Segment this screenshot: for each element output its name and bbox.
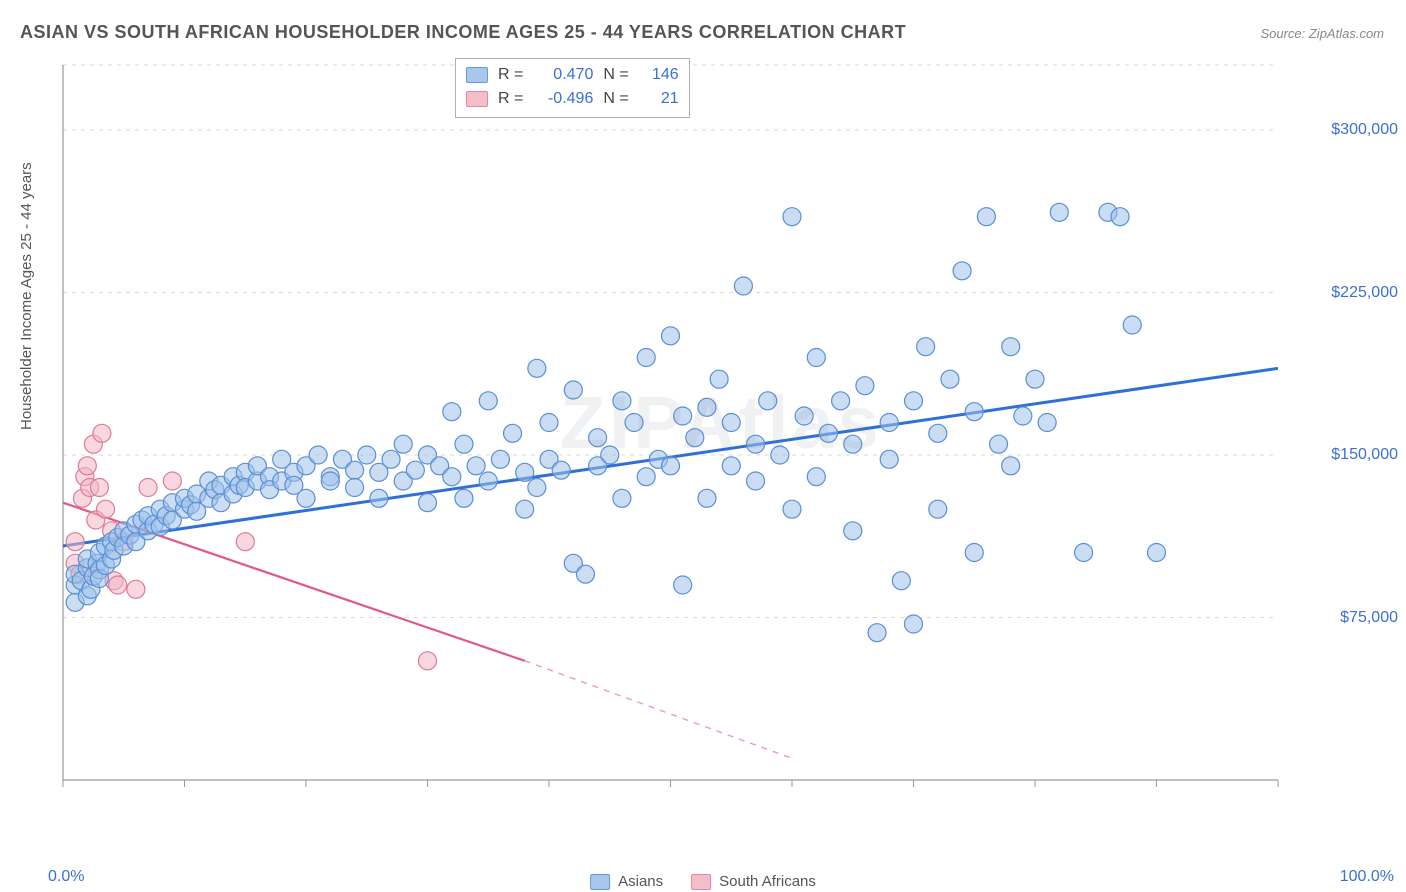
stats-row-sa: R = -0.496 N = 21 — [466, 87, 679, 111]
stats-r-asians: 0.470 — [533, 63, 593, 87]
stats-legend: R = 0.470 N = 146 R = -0.496 N = 21 — [455, 58, 690, 118]
y-tick-label: $300,000 — [1331, 121, 1398, 139]
y-tick-label: $75,000 — [1340, 609, 1398, 627]
y-tick-label: $225,000 — [1331, 284, 1398, 302]
stats-n-sa: 21 — [639, 87, 679, 111]
source-label: Source: ZipAtlas.com — [1260, 26, 1384, 41]
stats-n-label2: N = — [603, 87, 628, 111]
stats-swatch-asians — [466, 67, 488, 83]
legend-swatch-asians — [590, 874, 610, 890]
stats-row-asians: R = 0.470 N = 146 — [466, 63, 679, 87]
stats-n-label: N = — [603, 63, 628, 87]
stats-swatch-sa — [466, 91, 488, 107]
y-tick-label: $150,000 — [1331, 446, 1398, 464]
stats-r-label: R = — [498, 63, 523, 87]
legend-item-asians: Asians — [590, 873, 663, 890]
bottom-legend: Asians South Africans — [590, 873, 816, 890]
stats-r-sa: -0.496 — [533, 87, 593, 111]
legend-item-sa: South Africans — [691, 873, 816, 890]
legend-label-asians: Asians — [618, 873, 663, 890]
stats-r-label2: R = — [498, 87, 523, 111]
y-axis-label: Householder Income Ages 25 - 44 years — [18, 162, 35, 430]
chart-title: ASIAN VS SOUTH AFRICAN HOUSEHOLDER INCOM… — [20, 22, 906, 43]
x-max-label: 100.0% — [1340, 868, 1394, 886]
stats-n-asians: 146 — [639, 63, 679, 87]
scatter-plot — [58, 55, 1378, 825]
x-min-label: 0.0% — [48, 868, 84, 886]
legend-label-sa: South Africans — [719, 873, 816, 890]
legend-swatch-sa — [691, 874, 711, 890]
